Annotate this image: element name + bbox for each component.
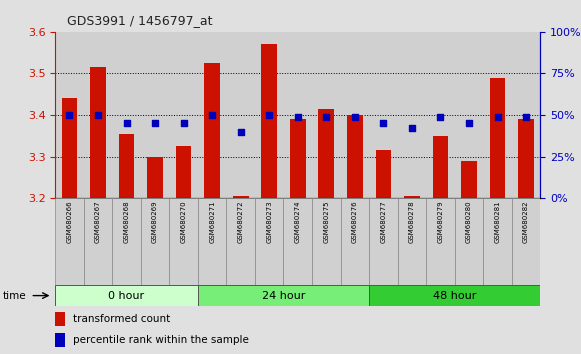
Text: GSM680276: GSM680276 xyxy=(352,201,358,244)
Text: transformed count: transformed count xyxy=(73,314,170,324)
Bar xyxy=(290,119,306,198)
Bar xyxy=(205,63,220,198)
Bar xyxy=(62,98,77,198)
Bar xyxy=(255,32,284,198)
FancyBboxPatch shape xyxy=(340,198,369,285)
Bar xyxy=(512,32,540,198)
Bar xyxy=(483,32,512,198)
Point xyxy=(179,120,188,126)
Point xyxy=(94,112,103,118)
Text: GSM680267: GSM680267 xyxy=(95,201,101,244)
Bar xyxy=(90,67,106,198)
FancyBboxPatch shape xyxy=(55,198,84,285)
Point xyxy=(407,126,417,131)
Bar xyxy=(404,196,419,198)
Text: GSM680277: GSM680277 xyxy=(381,201,386,244)
Bar xyxy=(198,32,227,198)
Point xyxy=(521,114,530,120)
Bar xyxy=(312,32,340,198)
FancyBboxPatch shape xyxy=(84,198,112,285)
Text: GSM680270: GSM680270 xyxy=(181,201,187,244)
Bar xyxy=(112,32,141,198)
Bar xyxy=(169,32,198,198)
Text: percentile rank within the sample: percentile rank within the sample xyxy=(73,335,249,345)
Point xyxy=(464,120,474,126)
Point xyxy=(65,112,74,118)
FancyBboxPatch shape xyxy=(483,198,512,285)
FancyBboxPatch shape xyxy=(227,198,255,285)
Bar xyxy=(227,32,255,198)
Text: GSM680274: GSM680274 xyxy=(295,201,301,243)
Bar xyxy=(233,196,249,198)
Point xyxy=(236,129,245,135)
Bar xyxy=(397,32,426,198)
Bar xyxy=(141,32,169,198)
FancyBboxPatch shape xyxy=(284,198,312,285)
Bar xyxy=(347,115,363,198)
Text: GSM680278: GSM680278 xyxy=(409,201,415,244)
Text: GSM680271: GSM680271 xyxy=(209,201,215,244)
FancyBboxPatch shape xyxy=(112,198,141,285)
FancyBboxPatch shape xyxy=(455,198,483,285)
Point xyxy=(122,120,131,126)
FancyBboxPatch shape xyxy=(55,285,198,306)
Text: GSM680279: GSM680279 xyxy=(437,201,443,244)
FancyBboxPatch shape xyxy=(198,198,227,285)
Text: 24 hour: 24 hour xyxy=(262,291,305,301)
FancyBboxPatch shape xyxy=(512,198,540,285)
Point xyxy=(293,114,303,120)
Bar xyxy=(84,32,112,198)
Bar xyxy=(147,157,163,198)
Bar xyxy=(55,312,65,326)
Text: GSM680266: GSM680266 xyxy=(66,201,73,244)
Text: GSM680269: GSM680269 xyxy=(152,201,158,244)
Text: GSM680273: GSM680273 xyxy=(266,201,272,244)
Point xyxy=(350,114,360,120)
Text: time: time xyxy=(3,291,27,301)
Bar xyxy=(518,119,534,198)
FancyBboxPatch shape xyxy=(369,285,540,306)
FancyBboxPatch shape xyxy=(312,198,340,285)
Bar xyxy=(455,32,483,198)
Bar xyxy=(375,150,391,198)
Bar xyxy=(284,32,312,198)
Text: GSM680280: GSM680280 xyxy=(466,201,472,244)
Text: GSM680282: GSM680282 xyxy=(523,201,529,243)
Point xyxy=(493,114,502,120)
Bar xyxy=(490,78,505,198)
FancyBboxPatch shape xyxy=(369,198,397,285)
Point xyxy=(264,112,274,118)
FancyBboxPatch shape xyxy=(397,198,426,285)
Text: GSM680281: GSM680281 xyxy=(494,201,500,244)
Bar xyxy=(461,161,477,198)
Text: GDS3991 / 1456797_at: GDS3991 / 1456797_at xyxy=(67,14,212,27)
Bar xyxy=(176,146,192,198)
Text: GSM680268: GSM680268 xyxy=(124,201,130,244)
Bar xyxy=(119,134,134,198)
FancyBboxPatch shape xyxy=(141,198,169,285)
Text: 0 hour: 0 hour xyxy=(109,291,145,301)
Point xyxy=(150,120,160,126)
Point xyxy=(207,112,217,118)
Text: GSM680272: GSM680272 xyxy=(238,201,243,243)
Bar xyxy=(433,136,449,198)
Text: 48 hour: 48 hour xyxy=(433,291,476,301)
FancyBboxPatch shape xyxy=(426,198,455,285)
FancyBboxPatch shape xyxy=(169,198,198,285)
Text: GSM680275: GSM680275 xyxy=(323,201,329,243)
Bar xyxy=(318,109,334,198)
Bar xyxy=(340,32,369,198)
Point xyxy=(322,114,331,120)
Bar xyxy=(426,32,455,198)
Bar xyxy=(55,333,65,347)
FancyBboxPatch shape xyxy=(198,285,369,306)
Bar xyxy=(369,32,397,198)
FancyBboxPatch shape xyxy=(255,198,284,285)
Bar xyxy=(55,32,84,198)
Bar xyxy=(261,44,277,198)
Point xyxy=(436,114,445,120)
Point xyxy=(379,120,388,126)
